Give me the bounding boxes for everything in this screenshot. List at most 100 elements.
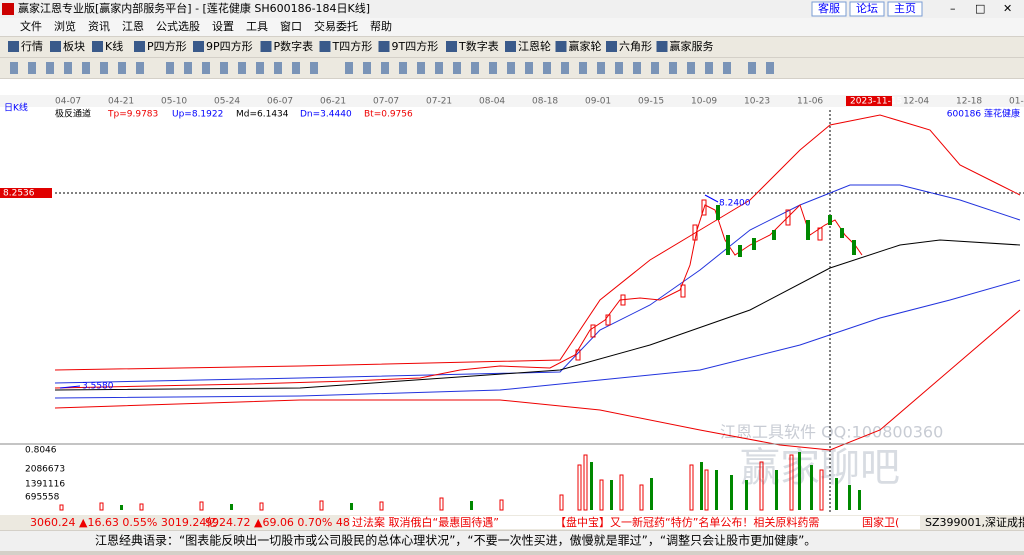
menu-item[interactable]: 窗口 (280, 19, 302, 33)
menu-bar (0, 18, 1024, 36)
volume-up (59, 454, 824, 511)
tool-icon[interactable] (555, 41, 567, 52)
close[interactable]: ✕ (1003, 2, 1012, 15)
menu-item[interactable]: 设置 (212, 20, 234, 33)
tool-label[interactable]: 9P四方形 (206, 39, 253, 53)
title-bar (0, 0, 1024, 18)
minimize[interactable]: – (950, 2, 956, 15)
date-axis (0, 95, 1024, 107)
tool-icon[interactable] (8, 41, 19, 52)
date-label: 05-24 (214, 97, 240, 107)
tool-icon[interactable] (319, 41, 331, 52)
date-label: 06-07 (267, 97, 293, 107)
window-title: 赢家江恩专业版[赢家内部服务平台] - [莲花健康 SH600186-184日K… (18, 1, 370, 15)
stock-name: 600186 莲花健康 (947, 108, 1020, 120)
tool-label[interactable]: P数字表 (274, 39, 314, 53)
menu-item[interactable]: 江恩 (122, 20, 144, 33)
top-button-label[interactable]: 论坛 (856, 1, 878, 15)
menu-item[interactable]: 公式选股 (156, 20, 200, 33)
tool-icon[interactable] (378, 41, 390, 52)
top-button[interactable] (887, 1, 923, 17)
tool-icon[interactable] (260, 41, 272, 52)
top-button-label[interactable]: 主页 (894, 2, 916, 15)
menu-item[interactable]: 工具 (246, 20, 268, 33)
news: 【盘中宝】又一新冠药“特仿”名单公布！相关原料药需 (555, 515, 819, 529)
top-button[interactable] (849, 1, 885, 17)
param: Md=6.1434 (236, 110, 289, 120)
date-label: 08-04 (479, 97, 505, 107)
maximize[interactable]: □ (975, 2, 985, 15)
high-label: 8.2400 (719, 199, 751, 209)
date-label: 01-01 (1009, 97, 1024, 107)
volume-label: 2086673 (25, 465, 65, 475)
date-label: 12-18 (956, 97, 982, 107)
footer: 江恩经典语录：“图表能反映出一切股市或公司股民的总体心理状况”，“不要一次性买进… (95, 533, 816, 548)
menu-item[interactable]: 交易委托 (314, 19, 358, 33)
cursor-price: 8.2536 (3, 189, 35, 199)
tool-icon[interactable] (50, 41, 61, 52)
volume-label: 695558 (25, 493, 60, 503)
tool-icon[interactable] (193, 41, 204, 52)
watermark: 江恩工具软件 QQ:100800360 (720, 423, 943, 442)
upper-red (54, 114, 1021, 371)
period: 日K线 (4, 102, 28, 114)
param: Dn=3.4440 (300, 110, 352, 120)
candles-up (575, 199, 823, 361)
window-controls[interactable] (940, 2, 1020, 16)
tool-label[interactable]: T数字表 (458, 39, 499, 53)
tool-label[interactable]: 9T四方形 (392, 39, 439, 53)
tool-icons[interactable] (10, 62, 774, 74)
date-label: 09-01 (585, 97, 611, 107)
tool-icon[interactable] (606, 41, 617, 52)
menu-item[interactable]: 浏览 (54, 19, 76, 33)
ticker-box (350, 516, 920, 529)
middle (54, 239, 1021, 391)
tool-label[interactable]: T四方形 (332, 39, 373, 53)
tool-label[interactable]: P四方形 (147, 39, 187, 53)
date-label: 10-23 (744, 97, 770, 107)
menu-item[interactable]: 文件 (20, 19, 42, 33)
date-label: 06-21 (320, 97, 346, 107)
tool-label[interactable]: 行情 (21, 40, 43, 53)
chart-area (0, 79, 1024, 515)
param: Bt=0.9756 (364, 110, 413, 120)
tool-label[interactable]: 板块 (63, 39, 85, 53)
indicator-name: 极反通道 (55, 108, 91, 120)
tool-icon[interactable] (505, 41, 516, 52)
date-highlight (846, 96, 892, 106)
top-button[interactable] (811, 1, 847, 17)
volume-label: 0.8046 (25, 446, 57, 456)
date-label: 08-18 (532, 97, 558, 107)
tool-label[interactable]: K线 (105, 39, 123, 53)
ticker: 过法案 取消俄白“最惠国待遇” (352, 515, 499, 529)
tool-icon[interactable] (656, 41, 668, 52)
tool-label[interactable]: 赢家服务 (670, 39, 714, 53)
news-2: 国家卫( (862, 515, 899, 529)
date-label: 07-07 (373, 97, 399, 107)
sh-index: 3060.24 ▲16.63 0.55% 3019.24亿 (30, 516, 217, 529)
date-label: 10-09 (691, 97, 717, 107)
param: Up=8.1922 (172, 110, 223, 120)
sz-index: 9924.72 ▲69.06 0.70% 4857.01亿 (205, 516, 392, 529)
footer-bar (0, 531, 1024, 551)
param: Tp=9.9783 (107, 110, 158, 120)
tool-icon[interactable] (92, 41, 103, 52)
menu-item[interactable]: 资讯 (88, 20, 110, 33)
low-pointer (59, 385, 81, 389)
date-label: 07-21 (426, 97, 452, 107)
app-icon (2, 3, 14, 15)
volume-label: 1391116 (25, 480, 65, 490)
tool-label[interactable]: 赢家轮 (569, 39, 602, 53)
date-label: 04-07 (55, 97, 81, 107)
lower-red (54, 309, 1021, 451)
menu-item[interactable]: 帮助 (370, 19, 392, 33)
low-label: 3.5580 (82, 382, 114, 392)
high-pointer (704, 194, 719, 203)
tool-icon[interactable] (446, 41, 457, 52)
tool-icon[interactable] (134, 41, 145, 52)
tool-label[interactable]: 六角形 (619, 40, 652, 53)
cursor-price-box (0, 188, 52, 198)
top-button-label[interactable]: 客服 (818, 1, 840, 15)
tool-label[interactable]: 江恩轮 (518, 39, 551, 53)
